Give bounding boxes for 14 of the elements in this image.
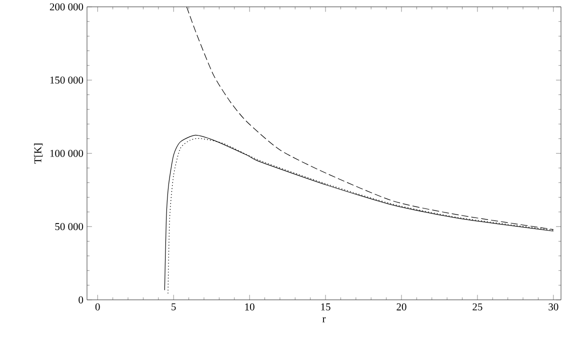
x-tick-label: 0: [95, 303, 100, 311]
x-tick-label: 25: [472, 303, 482, 310]
y-tick-label: 150 000: [50, 76, 84, 84]
x-axis-title: r: [322, 317, 326, 322]
y-tick-label: 0: [78, 296, 84, 304]
y-axis-title: T[K]: [34, 144, 43, 164]
y-tick-label: 50 000: [55, 223, 84, 230]
x-tick-label: 30: [548, 303, 558, 311]
x-tick-label: 5: [172, 303, 176, 310]
x-tick-label: 15: [321, 303, 330, 310]
x-tick-label: 10: [245, 303, 254, 311]
y-tick-label: 200 000: [50, 3, 84, 10]
x-tick-label: 20: [396, 303, 406, 311]
y-tick-label: 100 000: [50, 150, 84, 157]
